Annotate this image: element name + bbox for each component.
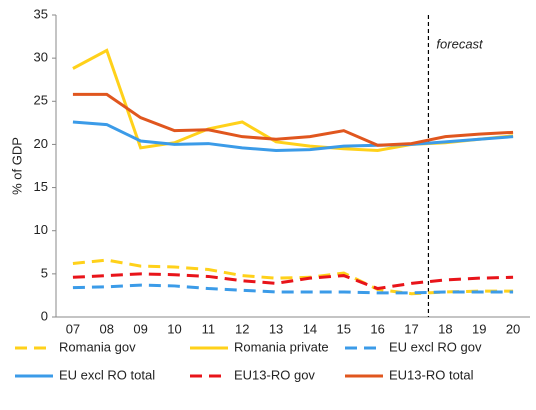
series-line: [72, 283, 514, 295]
y-tick-label: 15: [34, 179, 48, 194]
y-tick-label: 0: [41, 308, 48, 323]
legend-label: EU13-RO gov: [234, 367, 315, 382]
y-tick-label: 30: [34, 50, 48, 65]
x-tick-label: 07: [66, 321, 80, 336]
x-tick-label: 18: [438, 321, 452, 336]
x-tick-label: 15: [337, 321, 351, 336]
y-tick-label: 35: [34, 6, 48, 21]
y-tick-label: 5: [41, 265, 48, 280]
x-tick-label: 08: [100, 321, 114, 336]
y-tick-label: 25: [34, 93, 48, 108]
x-tick-label: 13: [269, 321, 283, 336]
y-axis-label: % of GDP: [9, 137, 24, 195]
x-tick-label: 17: [404, 321, 418, 336]
series-line: [72, 258, 514, 296]
legend-label: Romania private: [234, 339, 329, 354]
series-line: [72, 272, 514, 291]
x-tick-label: 19: [472, 321, 486, 336]
series-line: [72, 120, 514, 152]
legend-label: EU excl RO total: [59, 367, 155, 382]
legend-label: EU excl RO gov: [389, 339, 482, 354]
x-tick-label: 20: [506, 321, 520, 336]
series-line: [72, 92, 514, 147]
x-tick-label: 16: [370, 321, 384, 336]
legend-label: EU13-RO total: [389, 367, 474, 382]
x-tick-label: 09: [133, 321, 147, 336]
y-tick-label: 10: [34, 222, 48, 237]
y-tick-label: 20: [34, 136, 48, 151]
x-tick-label: 11: [202, 321, 216, 336]
annotation: forecast: [436, 36, 484, 51]
x-tick-label: 14: [303, 321, 317, 336]
x-tick-label: 12: [235, 321, 249, 336]
x-tick-label: 10: [167, 321, 181, 336]
legend-label: Romania gov: [59, 339, 136, 354]
